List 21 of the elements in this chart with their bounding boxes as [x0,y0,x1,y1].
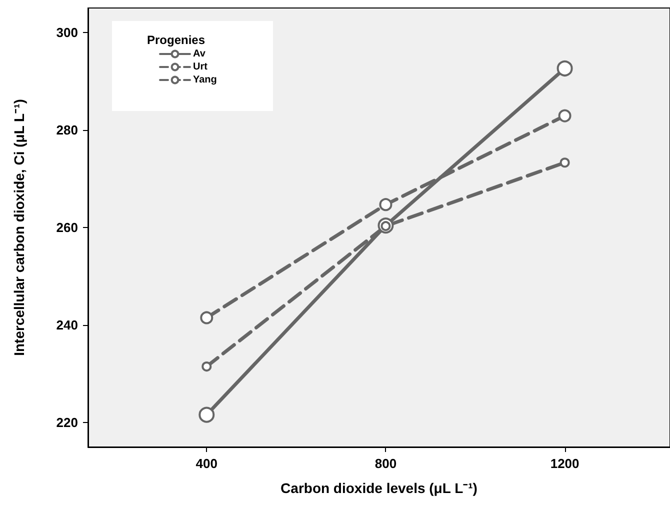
point [558,109,572,122]
x-tick-label: 1200 [550,456,580,471]
y-tick-label: 220 [56,415,78,430]
x-tick-label: 400 [196,456,218,471]
point [556,60,573,76]
point [379,198,392,212]
y-tick-label: 260 [56,220,78,235]
point [202,362,212,372]
x-tick-label: 800 [374,456,397,471]
point [198,406,215,423]
legend-label: Urt [193,62,208,72]
y-tick-label: 300 [56,24,78,40]
point [200,311,214,324]
y-axis-title: Intercellular carbon dioxide, Ci (μL L⁻¹) [11,99,27,356]
x-axis-title: Carbon dioxide levels (μL L⁻¹) [280,480,478,496]
point [560,158,570,168]
y-tick-label: 240 [56,318,78,333]
legend-label: Av [193,48,206,60]
legend-title: Progenies [147,33,206,47]
legend-label: Yang [193,74,217,86]
y-tick-label: 280 [56,122,78,138]
